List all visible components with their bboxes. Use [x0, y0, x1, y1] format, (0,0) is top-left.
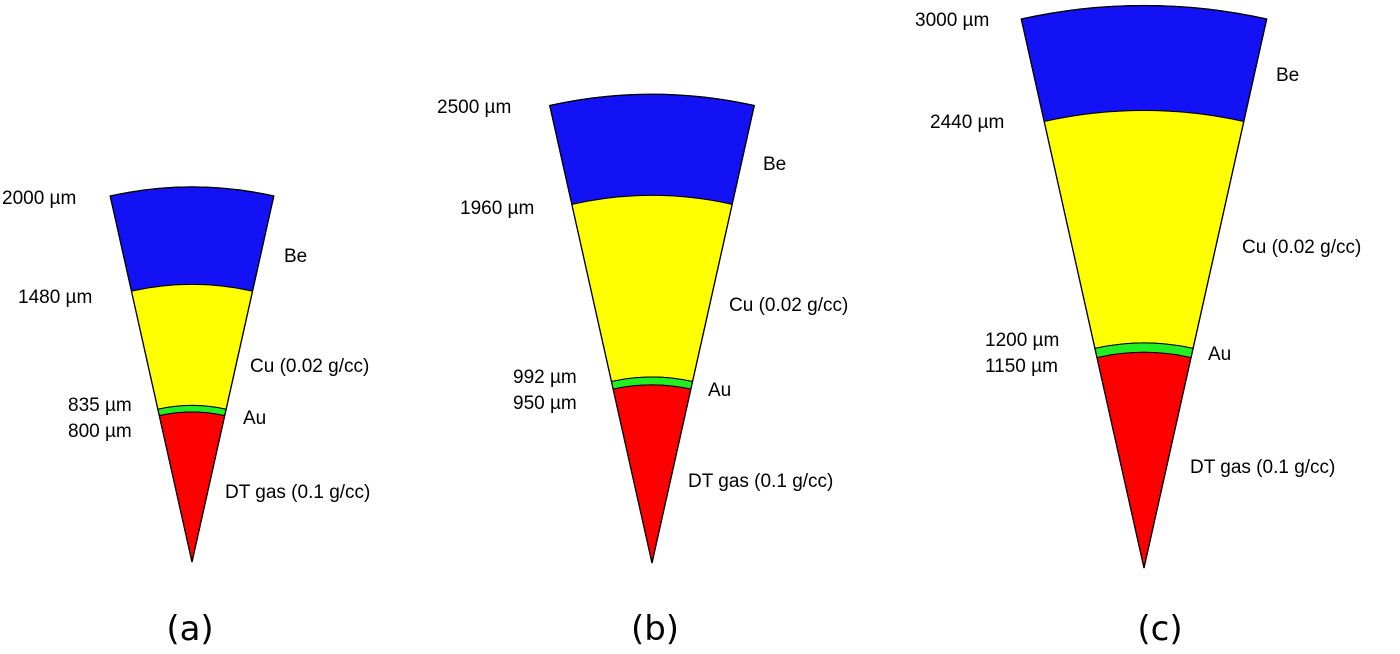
material-dt-label: DT gas (0.1 g/cc)	[225, 482, 370, 503]
sector-outline	[548, 93, 756, 564]
radius-be-cu-label: 1480 µm	[18, 287, 92, 308]
cu-layer	[571, 195, 733, 383]
radius-outer-label: 2500 µm	[437, 97, 511, 118]
dt-gas-layer	[612, 384, 692, 564]
panel-caption: (c)	[1137, 609, 1182, 649]
material-be-label: Be	[1276, 65, 1299, 86]
material-be-label: Be	[284, 246, 307, 267]
dt-gas-layer	[1096, 351, 1192, 569]
material-au-label: Au	[243, 408, 266, 429]
material-be-label: Be	[763, 154, 786, 175]
be-layer	[109, 186, 275, 292]
sector-outline	[109, 186, 275, 563]
radius-outer-label: 3000 µm	[915, 10, 989, 31]
cu-layer	[1043, 110, 1245, 350]
sector-outline	[1020, 4, 1268, 569]
radius-cu-au-label: 992 µm	[513, 367, 577, 388]
material-dt-label: DT gas (0.1 g/cc)	[1190, 457, 1335, 478]
panel-c: 3000 µm 2440 µm 1200 µm 1150 µm Be Cu (0…	[915, 4, 1361, 649]
material-cu-label: Cu (0.02 g/cc)	[250, 356, 369, 377]
panel-a: 2000 µm 1480 µm 835 µm 800 µm Be Cu (0.0…	[2, 186, 370, 649]
radius-au-dt-label: 950 µm	[513, 393, 577, 414]
material-dt-label: DT gas (0.1 g/cc)	[688, 471, 833, 492]
dt-gas-layer	[158, 411, 226, 563]
radius-au-dt-label: 800 µm	[68, 421, 132, 442]
be-layer	[1020, 5, 1268, 123]
radius-outer-label: 2000 µm	[2, 188, 76, 209]
radius-be-cu-label: 1960 µm	[460, 198, 534, 219]
panel-b: 2500 µm 1960 µm 992 µm 950 µm Be Cu (0.0…	[437, 93, 848, 649]
material-au-label: Au	[1208, 344, 1231, 365]
radius-cu-au-label: 835 µm	[68, 395, 132, 416]
panel-caption: (b)	[631, 609, 679, 649]
radius-cu-au-label: 1200 µm	[985, 330, 1059, 351]
material-au-label: Au	[708, 380, 731, 401]
material-cu-label: Cu (0.02 g/cc)	[729, 295, 848, 316]
cu-layer	[130, 284, 254, 410]
be-layer	[549, 93, 755, 205]
panel-caption: (a)	[166, 609, 213, 649]
radius-au-dt-label: 1150 µm	[985, 356, 1058, 377]
radius-be-cu-label: 2440 µm	[930, 112, 1004, 133]
material-cu-label: Cu (0.02 g/cc)	[1242, 237, 1361, 258]
